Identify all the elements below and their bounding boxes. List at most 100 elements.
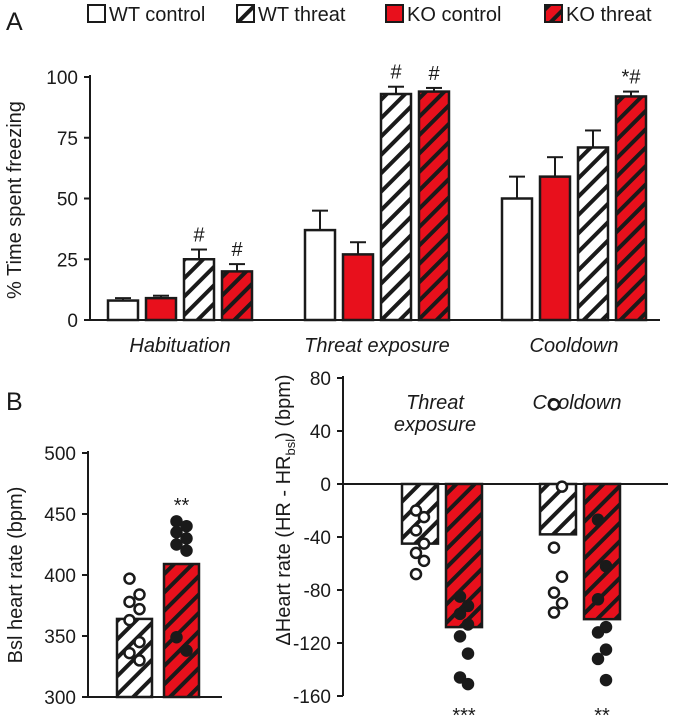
panel-b-left-y-tick-label: 500 (44, 444, 76, 465)
panel-b-left-data-point (170, 538, 183, 551)
panel-a-bar-ko-threat (220, 270, 254, 322)
panel-b-left-data-point (123, 646, 136, 660)
panel-a-bar-wt-control (500, 197, 534, 322)
panel-a-bar-wt-threat (576, 146, 610, 322)
panel-b-right-significance-mark: *** (452, 705, 476, 727)
panel-b-right-y-tick-label: 40 (310, 422, 331, 443)
panel-b-right-data-point (461, 599, 475, 613)
panel-a-significance-mark: *# (622, 67, 642, 89)
panel-b-left-data-point (133, 588, 146, 601)
panel-b-right-y-label-main: ΔHeart rate (HR - HR (273, 456, 295, 646)
panel-b-right-data-point (453, 607, 467, 621)
panel-a-bar-wt-threat (182, 258, 216, 322)
panel-b-left-data-point (133, 635, 146, 649)
panel-b-right-y-tick-label: -80 (304, 581, 331, 602)
panel-b-left-data-point (123, 595, 136, 609)
panel-b-right-data-point (461, 677, 475, 691)
panel-b-label: B (6, 388, 23, 416)
panel-b-right-data-point (409, 546, 423, 560)
panel-b-right-category-label: Cooldown (533, 392, 622, 414)
panel-b-left-y-tick-label: 450 (44, 505, 76, 526)
panel-b-left-y-axis-label: Bsl heart rate (bpm) (5, 487, 27, 664)
panel-b-right-data-point (409, 504, 423, 517)
panel-a-bar-wt-threat (379, 92, 413, 322)
panel-b-right-y-tick-label: -40 (304, 528, 331, 549)
panel-a-significance-mark: # (193, 225, 205, 247)
panel-b-right-data-point (417, 554, 431, 568)
panel-b-left-chart: Bsl heart rate (bpm) 300 350 400 450 500 ** (5, 444, 222, 709)
panel-b-right-data-point (461, 647, 475, 660)
panel-b-right-category-label: Threat (406, 392, 465, 414)
panel-b-right-y-label-end: ) (bpm) (273, 374, 295, 438)
legend-swatch-ko-control (385, 4, 404, 23)
panel-b-right-data-point (409, 567, 423, 581)
panel-b-right-data-point (417, 510, 431, 524)
panel-b-left-data-point (180, 544, 193, 557)
panel-a-y-tick-label: 50 (57, 190, 78, 211)
panel-a-significance-mark: # (390, 62, 402, 84)
panel-a-bar-ko-control (341, 253, 375, 322)
panel-b-right-data-point (461, 618, 475, 631)
panel-b-left-data-point (123, 613, 136, 627)
panel-b-right-data-point (547, 586, 561, 599)
panel-b-left-data-point (180, 644, 193, 657)
legend-label-wt-control: WT control (109, 4, 205, 26)
panel-a-significance-mark: # (231, 239, 243, 261)
panel-b-right-data-point (591, 513, 605, 527)
panel-b-right-data-point (547, 541, 561, 554)
panel-a-y-tick-label: 25 (57, 250, 78, 271)
panel-a-label: A (6, 8, 23, 36)
panel-b-right-chart: ΔHeart rate (HR - HRbsl) (bpm) 80 40 0 -40 -… (273, 369, 668, 727)
panel-a-significance-mark: # (428, 63, 440, 85)
panel-b-right-data-point (599, 673, 613, 687)
panel-b-left-data-point (170, 526, 183, 539)
panel-b-left-data-point (133, 654, 146, 667)
panel-a-bar-ko-threat (614, 95, 648, 322)
panel-b-right-data-point (591, 593, 605, 606)
panel-a-y-tick-label: 0 (67, 311, 78, 332)
panel-b-right-data-point (555, 597, 569, 610)
panel-a-bar-ko-control (538, 175, 572, 322)
panel-b-left-y-tick-label: 350 (44, 627, 76, 648)
panel-b-left-bar-ko-threat (162, 562, 201, 699)
panel-b-left-y-tick-label: 300 (44, 688, 76, 709)
panel-a-y-tick-label: 100 (46, 68, 78, 89)
panel-a-chart: % Time spent freezing 0 25 50 75 100 Habituat… (4, 62, 660, 357)
panel-b-left-data-point (170, 630, 183, 644)
panel-b-right-data-point (555, 480, 569, 493)
legend-label-wt-threat: WT threat (258, 4, 346, 26)
panel-b-right-data-point (409, 524, 423, 537)
panel-b-left-data-point (180, 532, 193, 545)
panel-b-right-y-label-sub: bsl (283, 439, 298, 456)
panel-b-right-data-point (453, 671, 467, 684)
panel-b-right-significance-mark: ** (594, 705, 610, 727)
panel-b-left-significance-mark: ** (174, 495, 190, 517)
panel-b-right-y-tick-label: -120 (293, 634, 331, 655)
legend-swatch-wt-threat (236, 4, 255, 23)
panel-a-bar-wt-control (106, 299, 140, 322)
panel-b-right-data-point (599, 643, 613, 656)
panel-b-left-data-point (170, 515, 183, 528)
panel-a-bar-wt-control (303, 228, 337, 322)
panel-b-right-data-point (417, 537, 431, 550)
panel-b-right-data-point (555, 570, 569, 583)
panel-a-bar-ko-threat (417, 90, 451, 322)
panel-b-right-y-tick-label: 80 (310, 369, 331, 390)
legend-swatch-wt-control (87, 4, 106, 23)
panel-a-category-label: Cooldown (530, 335, 619, 357)
panel-b-right-y-tick-label: 0 (320, 475, 331, 496)
legend-label-ko-control: KO control (407, 4, 501, 26)
legend-swatch-ko-threat (544, 4, 563, 23)
panel-a-category-label: Threat exposure (304, 335, 450, 357)
panel-b-left-data-point (133, 602, 146, 616)
legend-label-ko-threat: KO threat (566, 4, 652, 26)
panel-a-y-axis-label: % Time spent freezing (4, 101, 26, 299)
panel-b-right-data-point (591, 652, 605, 666)
panel-a-bar-ko-control (144, 296, 178, 322)
panel-a-y-tick-label: 75 (57, 129, 78, 150)
panel-b-left-data-point (123, 572, 136, 585)
panel-b-right-y-axis-label: ΔHeart rate (HR - HRbsl) (bpm) (273, 374, 298, 645)
panel-a-category-label: Habituation (129, 335, 230, 357)
panel-b-left-data-point (180, 519, 193, 533)
